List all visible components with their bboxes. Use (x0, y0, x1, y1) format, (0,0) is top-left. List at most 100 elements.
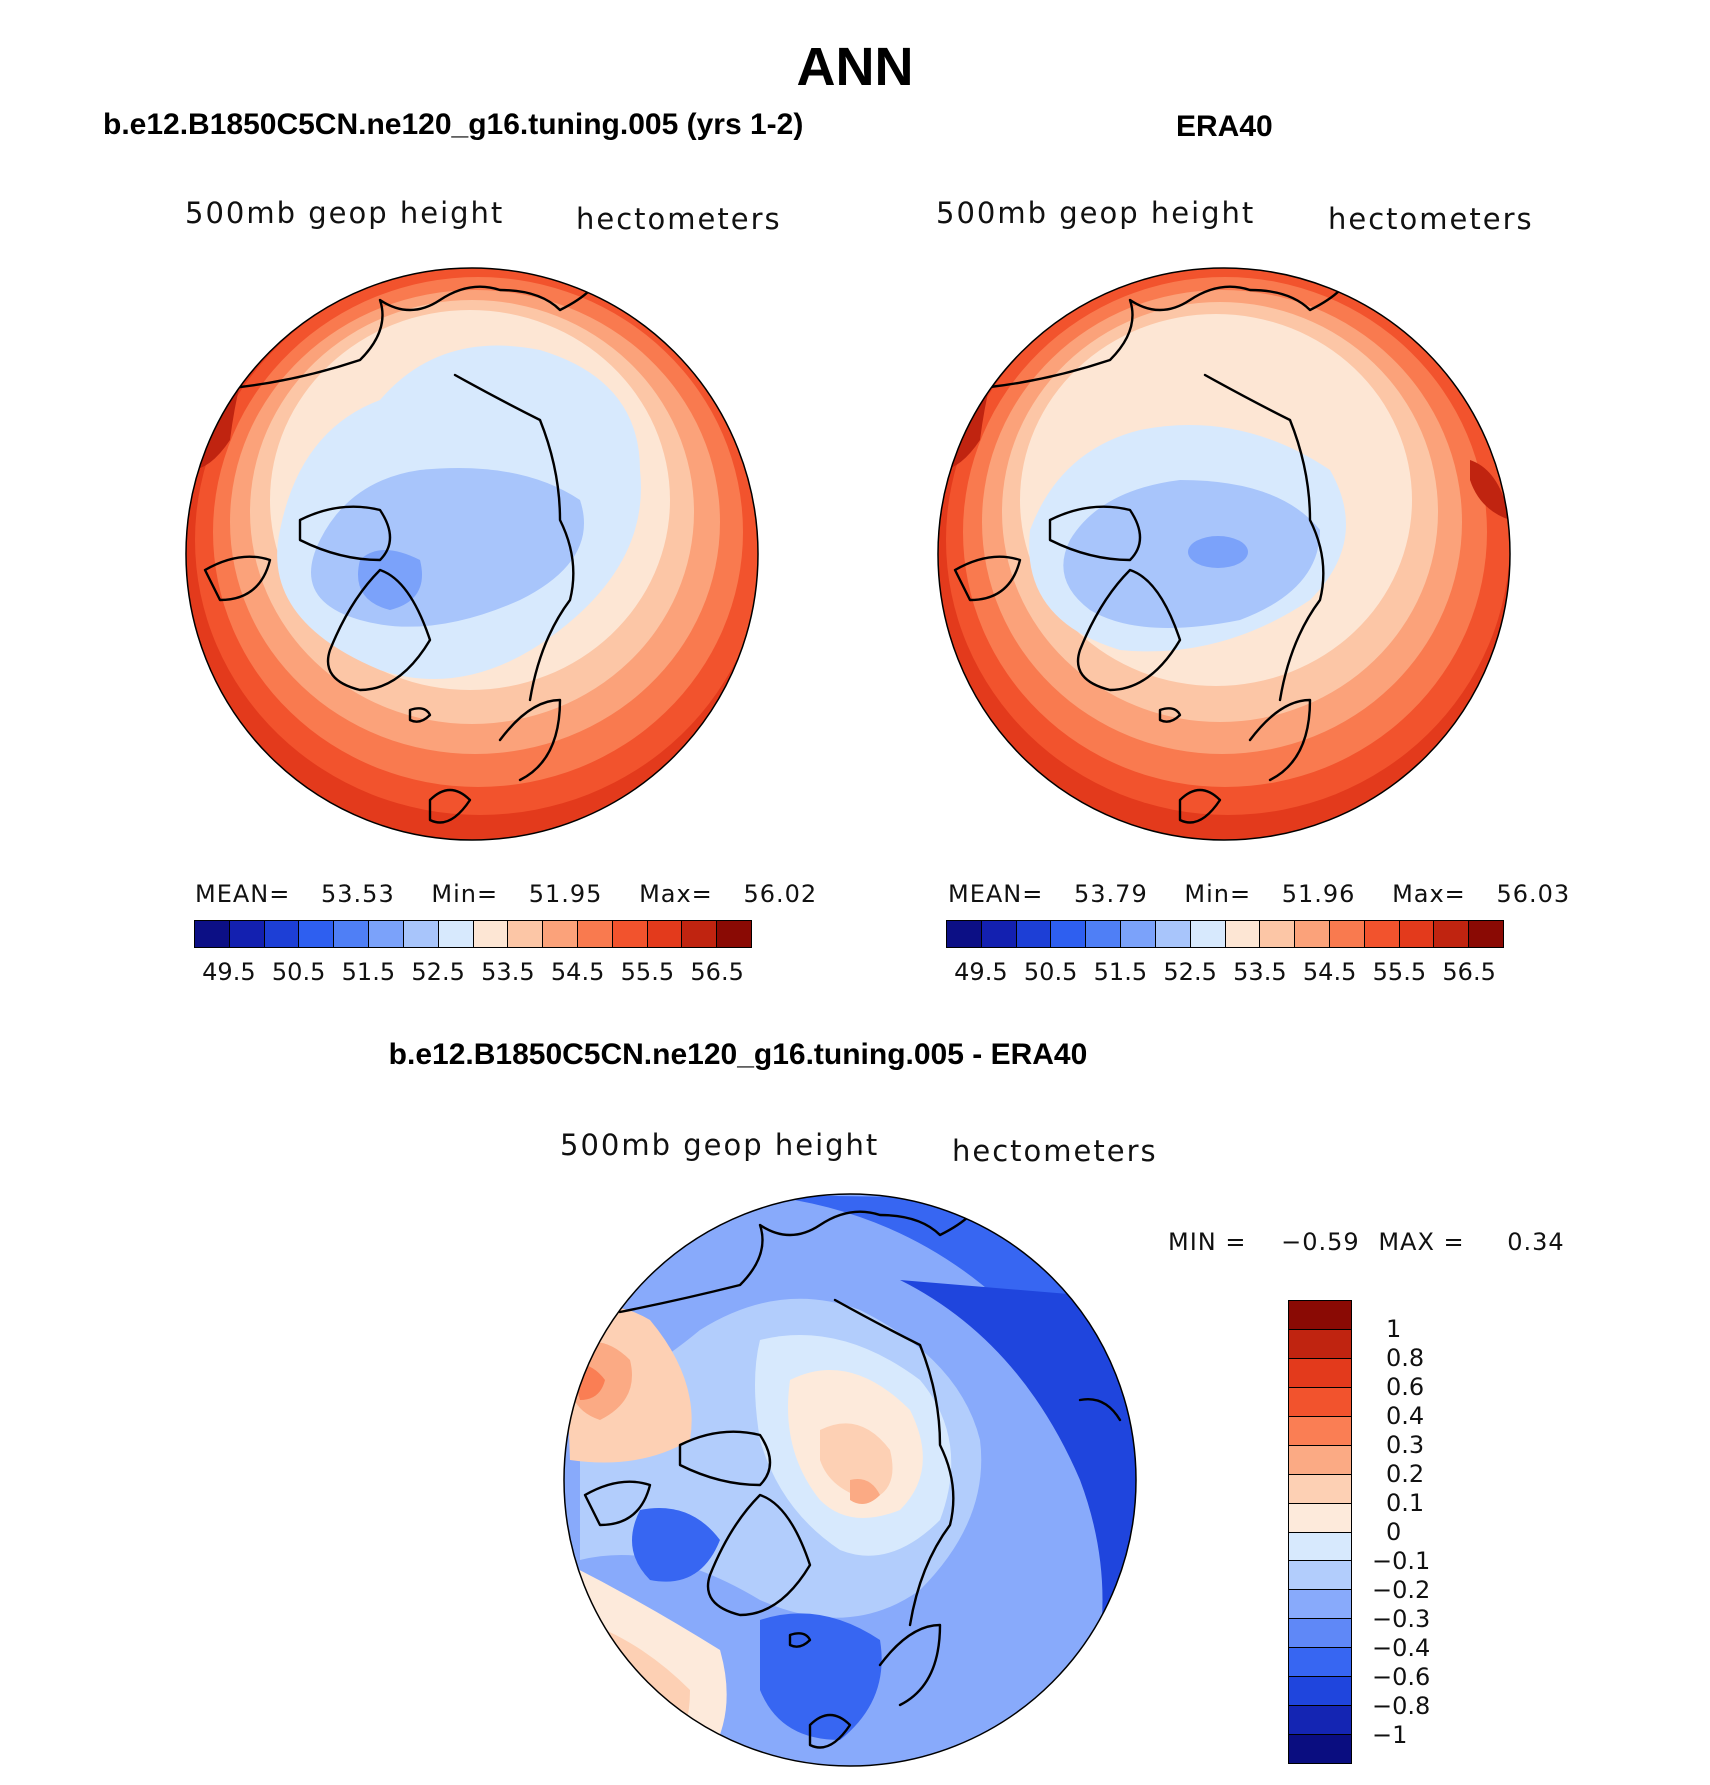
panel-3-stats: MIN = −0.59 MAX = 0.34 (1168, 1228, 1565, 1256)
figure-title: ANN (796, 37, 914, 97)
colorbar-swatch (1469, 921, 1503, 947)
colorbar-tick-label: 49.5 (954, 958, 1008, 986)
colorbar-swatch (1260, 921, 1296, 947)
colorbar-swatch (1295, 921, 1330, 947)
colorbar-swatch (1289, 1706, 1351, 1736)
panel-2-mean-value: 53.79 (1074, 880, 1148, 908)
colorbar-tick-label: 56.5 (1442, 958, 1496, 986)
panel-3-units-label: hectometers (952, 1134, 1158, 1168)
panel-3-min-label: MIN = (1168, 1228, 1247, 1256)
colorbar-swatch (1289, 1387, 1351, 1417)
colorbar-swatch (369, 921, 404, 947)
panel-2-colorbar-ticks: 49.5 50.5 51.5 52.5 53.5 54.5 55.5 56.5 (946, 958, 1504, 988)
panel-1-title: b.e12.B1850C5CN.ne120_g16.tuning.005 (yr… (103, 108, 804, 141)
colorbar-swatch (1289, 1735, 1351, 1763)
colorbar-swatch (1364, 921, 1400, 947)
panel-1-mean-label: MEAN= (195, 880, 291, 908)
colorbar-tick-label: 1 (1386, 1315, 1402, 1343)
colorbar-swatch (403, 921, 439, 947)
colorbar-swatch (1051, 921, 1087, 947)
colorbar-swatch (1289, 1474, 1351, 1504)
colorbar-tick-label: 50.5 (271, 958, 326, 986)
colorbar-tick-label: 0.6 (1386, 1373, 1425, 1401)
colorbar-swatch (299, 921, 335, 947)
colorbar-tick-label: 55.5 (1372, 958, 1427, 986)
colorbar-tick-label: −0.2 (1372, 1576, 1431, 1604)
colorbar-swatch (717, 921, 751, 947)
panel-1-min-label: Min= (431, 880, 499, 908)
colorbar-tick-label: 55.5 (620, 958, 675, 986)
colorbar-swatch (612, 921, 648, 947)
colorbar-swatch (682, 921, 718, 947)
colorbar-swatch (1289, 1590, 1351, 1620)
colorbar-swatch (1289, 1648, 1351, 1678)
panel-2-title: ERA40 (1176, 110, 1273, 143)
panel-1-variable-label: 500mb geop height (185, 196, 505, 230)
panel-1-colorbar (194, 920, 752, 948)
colorbar-tick-label: 0.1 (1386, 1489, 1425, 1517)
panel-2-max-value: 56.03 (1496, 880, 1571, 908)
colorbar-swatch (1289, 1329, 1351, 1359)
panel-2-colorbar (946, 920, 1504, 948)
panel-1-max-value: 56.02 (743, 880, 818, 908)
colorbar-swatch (229, 921, 265, 947)
colorbar-tick-label: −0.8 (1372, 1692, 1431, 1720)
colorbar-tick-label: 51.5 (1093, 958, 1148, 986)
colorbar-swatch (438, 921, 474, 947)
colorbar-tick-label: −0.4 (1372, 1634, 1431, 1662)
colorbar-swatch (264, 921, 300, 947)
colorbar-swatch (334, 921, 370, 947)
panel-2-min-value: 51.96 (1281, 880, 1356, 908)
colorbar-tick-label: 0.2 (1386, 1460, 1425, 1488)
colorbar-swatch (508, 921, 544, 947)
colorbar-swatch (1086, 921, 1122, 947)
panel-1-max-label: Max= (639, 880, 713, 908)
colorbar-tick-label: 56.5 (690, 958, 744, 986)
panel-3-max-label: MAX = (1378, 1228, 1465, 1256)
colorbar-tick-label: 53.5 (481, 958, 535, 986)
colorbar-swatch (1329, 921, 1365, 947)
panel-1-stats: MEAN= 53.53 Min= 51.95 Max= 56.02 (195, 880, 817, 908)
panel-2-min-label: Min= (1184, 880, 1252, 908)
colorbar-swatch (1434, 921, 1470, 947)
colorbar-swatch (1289, 1503, 1351, 1533)
panel-3-min-value: −0.59 (1281, 1228, 1360, 1256)
panel-1-min-value: 51.95 (528, 880, 603, 908)
colorbar-swatch (1016, 921, 1052, 947)
colorbar-tick-label: 52.5 (411, 958, 465, 986)
colorbar-swatch (1289, 1301, 1351, 1330)
colorbar-tick-label: 52.5 (1163, 958, 1217, 986)
colorbar-tick-label: 54.5 (1302, 958, 1357, 986)
colorbar-tick-label: 49.5 (202, 958, 256, 986)
panel-2-max-label: Max= (1392, 880, 1466, 908)
colorbar-tick-label: 0.3 (1386, 1431, 1425, 1459)
panel-1-colorbar-ticks: 49.5 50.5 51.5 52.5 53.5 54.5 55.5 56.5 (194, 958, 752, 988)
colorbar-swatch (1289, 1532, 1351, 1562)
colorbar-swatch (195, 921, 230, 947)
colorbar-swatch (543, 921, 578, 947)
colorbar-swatch (577, 921, 613, 947)
colorbar-tick-label: 54.5 (550, 958, 605, 986)
panel-2-variable-label: 500mb geop height (936, 196, 1256, 230)
colorbar-swatch (1289, 1561, 1351, 1591)
colorbar-swatch (1289, 1358, 1351, 1388)
panel-2-stats: MEAN= 53.79 Min= 51.96 Max= 56.03 (948, 880, 1570, 908)
colorbar-swatch (1289, 1619, 1351, 1649)
colorbar-tick-label: 50.5 (1023, 958, 1078, 986)
colorbar-swatch (1289, 1445, 1351, 1475)
colorbar-tick-label: −1 (1372, 1721, 1408, 1749)
colorbar-swatch (1121, 921, 1156, 947)
panel-3-max-value: 0.34 (1507, 1228, 1565, 1256)
colorbar-swatch (947, 921, 982, 947)
colorbar-tick-label: −0.3 (1372, 1605, 1431, 1633)
panel-1-units-label: hectometers (576, 202, 782, 236)
panel-1-mean-value: 53.53 (321, 880, 395, 908)
panel-2-mean-label: MEAN= (948, 880, 1044, 908)
colorbar-swatch (1289, 1677, 1351, 1707)
colorbar-swatch (473, 921, 509, 947)
panel-3-title: b.e12.B1850C5CN.ne120_g16.tuning.005 - E… (388, 1038, 1088, 1071)
panel-3-colorbar-ticks: 1 0.8 0.6 0.4 0.3 0.2 0.1 0 −0.1 −0.2 −0.3 −0.4 −0.6… (1372, 1300, 1492, 1764)
